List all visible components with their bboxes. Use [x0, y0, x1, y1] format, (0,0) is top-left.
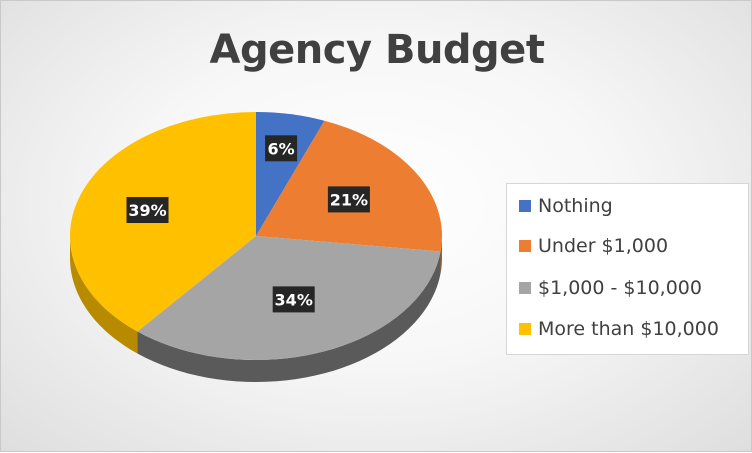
legend-item-under-1000: Under $1,000 — [519, 233, 668, 259]
slice-side-1-000-10-000 — [137, 251, 441, 382]
legend-item-nothing: Nothing — [519, 193, 613, 219]
legend-swatch-more-than-10000 — [519, 323, 531, 335]
data-label-text: 21% — [330, 190, 368, 209]
data-label-text: 34% — [275, 290, 313, 309]
data-label-1-000-10-000: 34% — [272, 286, 315, 313]
chart-title: Agency Budget — [209, 27, 545, 73]
data-label-box — [327, 186, 370, 213]
legend-label: More than $10,000 — [538, 318, 719, 340]
data-label-nothing: 6% — [265, 135, 298, 162]
legend-label: Under $1,000 — [538, 235, 669, 257]
slice-side-under-1-000 — [440, 236, 442, 274]
data-label-under-1-000: 21% — [327, 186, 370, 213]
legend-label: Nothing — [538, 195, 613, 217]
legend-swatch-under-1000 — [519, 240, 531, 252]
data-label-box — [265, 135, 298, 162]
legend-label: $1,000 - $10,000 — [538, 277, 702, 299]
data-label-box — [126, 197, 169, 223]
data-label-text: 39% — [128, 201, 166, 220]
legend-item-1000-10000: $1,000 - $10,000 — [519, 275, 702, 301]
pie-3d-sides — [70, 236, 442, 382]
pie-slices — [70, 112, 442, 360]
slice-under-1-000 — [256, 120, 442, 252]
data-label-text: 6% — [268, 139, 295, 158]
legend: Nothing Under $1,000 $1,000 - $10,000 Mo… — [506, 183, 749, 355]
legend-swatch-1000-10000 — [519, 282, 531, 294]
slice-side-more-than-10-000 — [70, 236, 138, 354]
data-label-more-than-10-000: 39% — [126, 197, 169, 223]
pie-data-labels: 6% 21% 34% 39% — [126, 135, 370, 313]
legend-item-more-than-10000: More than $10,000 — [519, 316, 719, 342]
legend-swatch-nothing — [519, 200, 531, 212]
data-label-box — [272, 286, 315, 313]
